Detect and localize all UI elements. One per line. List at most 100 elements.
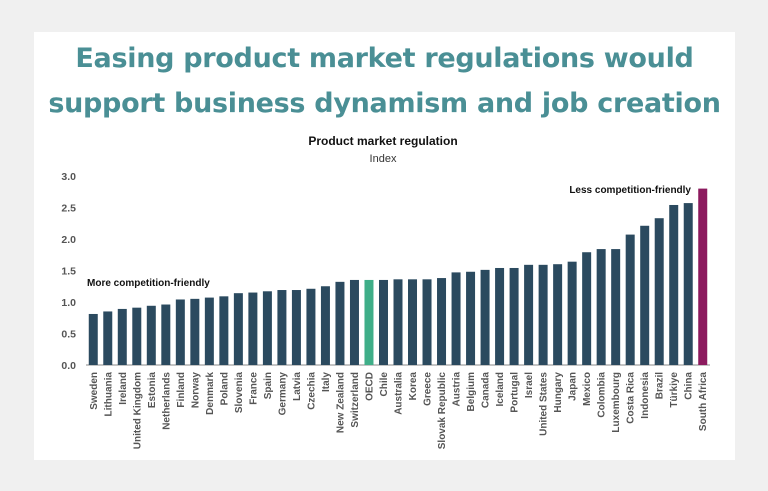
- x-tick-label: OECD: [364, 372, 375, 401]
- x-tick-label: United States: [539, 372, 550, 436]
- x-tick-label: United Kingdom: [132, 372, 143, 449]
- bar: [190, 298, 200, 365]
- x-tick-label: Australia: [394, 372, 405, 415]
- x-tick-label: Japan: [568, 372, 579, 401]
- bar: [219, 296, 229, 365]
- bar: [204, 297, 214, 365]
- x-tick-label: Brazil: [655, 372, 666, 399]
- bar: [640, 225, 650, 365]
- bar: [291, 290, 301, 365]
- bar: [349, 279, 359, 365]
- bar: [277, 290, 287, 365]
- x-tick-label: Italy: [321, 372, 332, 392]
- y-tick-label: 3.0: [61, 171, 76, 183]
- y-tick-label: 2.5: [61, 203, 76, 215]
- bar: [451, 272, 461, 365]
- x-tick-label: Belgium: [466, 372, 477, 412]
- bar: [320, 286, 330, 365]
- bar: [495, 267, 505, 365]
- x-tick-label: Indonesia: [640, 372, 651, 419]
- x-tick-labels: Sweden Lithuania Ireland United Kingdom Esto…: [89, 372, 709, 450]
- y-tick-label: 2.0: [61, 234, 76, 246]
- bar: [466, 271, 476, 365]
- headline: Easing product market regulations would …: [48, 43, 721, 119]
- x-tick-label: Norway: [190, 372, 201, 409]
- y-tick-label: 1.5: [61, 266, 76, 278]
- bar: [146, 305, 156, 365]
- x-tick-label: Mexico: [582, 372, 593, 406]
- x-tick-label: Sweden: [89, 372, 100, 410]
- bar: [538, 264, 548, 365]
- bar: [88, 313, 98, 365]
- x-tick-label: China: [684, 372, 695, 400]
- bar: [480, 269, 490, 365]
- bar: [625, 234, 635, 365]
- x-tick-label: Latvia: [292, 372, 303, 401]
- bar: [654, 218, 664, 365]
- bar: [306, 288, 316, 365]
- bar: [524, 264, 534, 365]
- bar: [437, 278, 447, 365]
- x-tick-label: Netherlands: [161, 372, 172, 430]
- bar: [103, 311, 113, 365]
- x-tick-label: Czechia: [306, 372, 317, 410]
- x-tick-label: Poland: [219, 372, 230, 405]
- x-tick-label: Estonia: [147, 372, 158, 409]
- x-tick-label: Canada: [481, 372, 492, 409]
- y-tick-label: 0.5: [61, 329, 76, 341]
- x-tick-label: Germany: [277, 372, 288, 416]
- x-tick-label: Spain: [263, 372, 274, 399]
- bar: [509, 267, 519, 365]
- x-tick-label: Türkiye: [669, 372, 680, 408]
- bar: [567, 261, 577, 365]
- annotation-more-competition-friendly: More competition-friendly: [87, 278, 210, 289]
- x-tick-label: Austria: [452, 372, 463, 407]
- bar: [408, 279, 418, 365]
- x-tick-label: Lithuania: [103, 372, 114, 417]
- bar: [335, 281, 345, 365]
- chart-subtitle: Index: [370, 153, 397, 165]
- x-tick-label: Costa Rica: [626, 372, 637, 424]
- bar: [378, 279, 388, 365]
- x-tick-label: Slovenia: [234, 372, 245, 414]
- x-tick-label: France: [248, 372, 259, 405]
- x-tick-label: Chile: [379, 372, 390, 397]
- x-tick-label: Luxembourg: [611, 372, 622, 433]
- x-tick-label: Iceland: [495, 372, 506, 406]
- y-tick-label: 0.0: [61, 360, 76, 372]
- x-tick-label: Slovak Republic: [437, 372, 448, 450]
- bar: [117, 308, 127, 365]
- x-tick-label: Portugal: [510, 372, 521, 413]
- x-tick-label: Switzerland: [350, 372, 361, 428]
- x-tick-label: Greece: [423, 372, 434, 406]
- bar: [175, 299, 185, 365]
- bar: [233, 293, 243, 365]
- x-tick-label: South Africa: [698, 372, 709, 432]
- bar: [161, 304, 171, 365]
- y-tick-label: 1.0: [61, 297, 76, 309]
- x-tick-label: Denmark: [205, 372, 216, 415]
- bar: [683, 203, 693, 365]
- x-tick-label: Hungary: [553, 372, 564, 413]
- bar: [262, 291, 272, 365]
- annotation-less-competition-friendly: Less competition-friendly: [569, 185, 691, 196]
- bars: [88, 188, 708, 365]
- x-tick-label: Colombia: [597, 372, 608, 418]
- chart-card: [34, 32, 735, 460]
- x-tick-label: New Zealand: [335, 372, 346, 433]
- x-tick-label: Korea: [408, 372, 419, 401]
- bar: [132, 307, 142, 365]
- x-tick-label: Finland: [176, 372, 187, 408]
- bar: [248, 292, 258, 365]
- x-tick-label: Ireland: [118, 372, 129, 405]
- bar: [393, 279, 403, 365]
- x-tick-label: Israel: [524, 372, 535, 398]
- bar: [553, 264, 563, 365]
- bar: [596, 249, 606, 365]
- bar: [422, 279, 432, 365]
- bar: [364, 279, 374, 365]
- bar: [698, 188, 708, 365]
- y-axis: 0.0 0.5 1.0 1.5 2.0 2.5 3.0: [61, 171, 76, 372]
- bar: [611, 249, 621, 365]
